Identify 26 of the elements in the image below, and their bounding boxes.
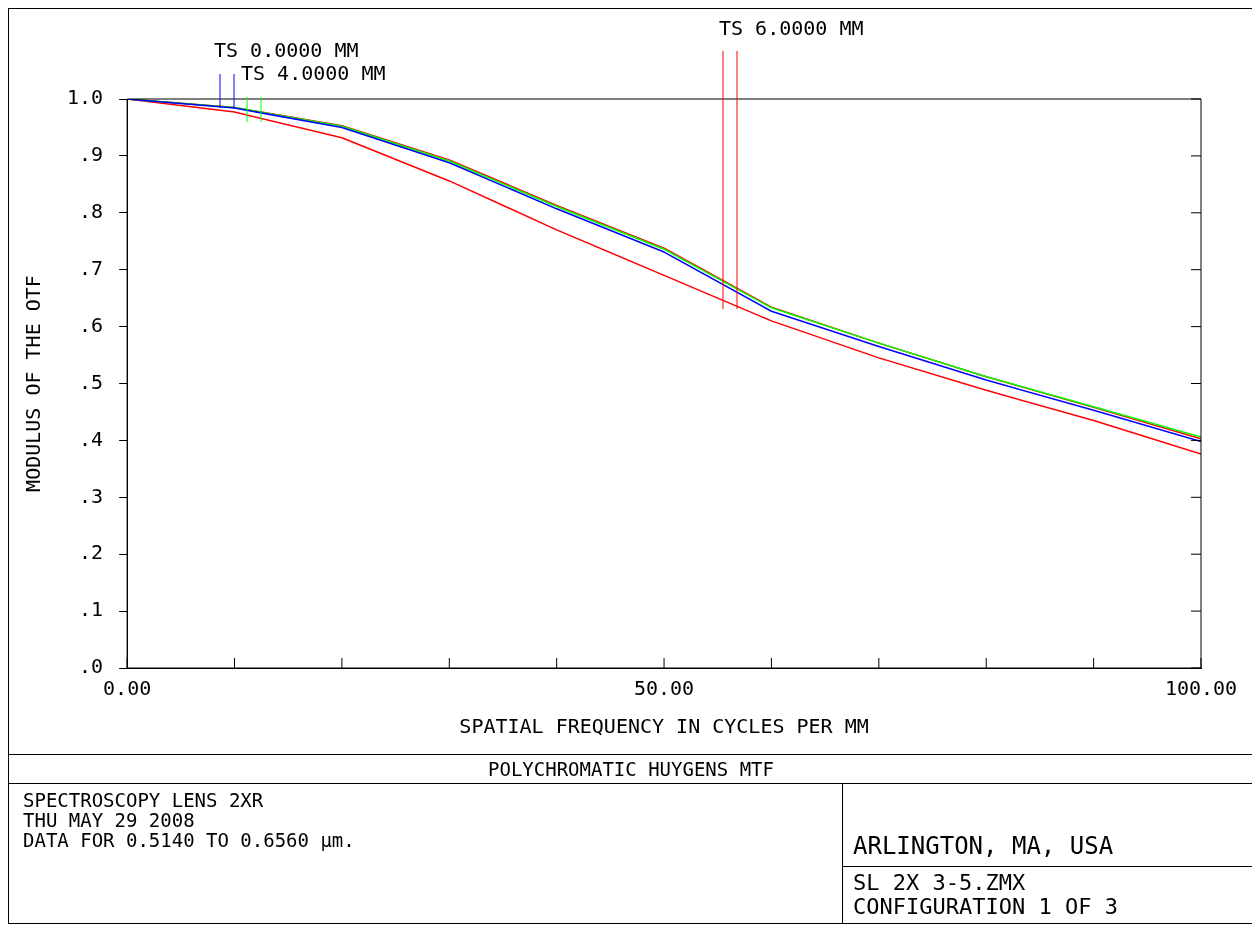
text: CONFIGURATION 1 OF 3 (853, 894, 1119, 919)
text: POLYCHROMATIC HUYGENS MTF (9, 754, 1252, 783)
text: TS 0.0000 MM (214, 38, 359, 62)
y-tick-label: .8 (79, 199, 104, 223)
series-label: TS 4.0000 MM (241, 61, 386, 85)
x-tick-label: 50.00 (633, 676, 695, 701)
text: DATA FOR 0.5140 TO 0.6560 µm. (23, 829, 356, 851)
x-tick-label: 0.00 (103, 676, 152, 701)
y-axis-title: MODULUS OF THE OTF (21, 275, 46, 492)
y-tick-label: .2 (79, 540, 104, 565)
y-tick-label: .1 (79, 597, 104, 622)
y-tick-label: .6 (79, 312, 104, 337)
x-tick-label: 100.00 (1164, 676, 1238, 701)
y-tick-label: .9 (79, 142, 104, 167)
y-tick-label: 1.0 (67, 85, 104, 110)
y-tick-label: .4 (79, 426, 104, 451)
text: TS 6.0000 MM (719, 16, 864, 40)
y-tick-label: .0 (79, 654, 104, 679)
y-tick-label: .5 (79, 369, 104, 394)
text: SL 2X 3-5.ZMX (853, 870, 1027, 895)
text: SPECTROSCOPY LENS 2XR (23, 789, 265, 811)
text: THU MAY 29 2008 (23, 809, 196, 831)
y-tick-label: .3 (79, 483, 104, 508)
x-axis-title: SPATIAL FREQUENCY IN CYCLES PER MM (459, 714, 869, 739)
y-tick-label: .7 (79, 255, 104, 280)
text: ARLINGTON, MA, USA (853, 832, 1115, 860)
